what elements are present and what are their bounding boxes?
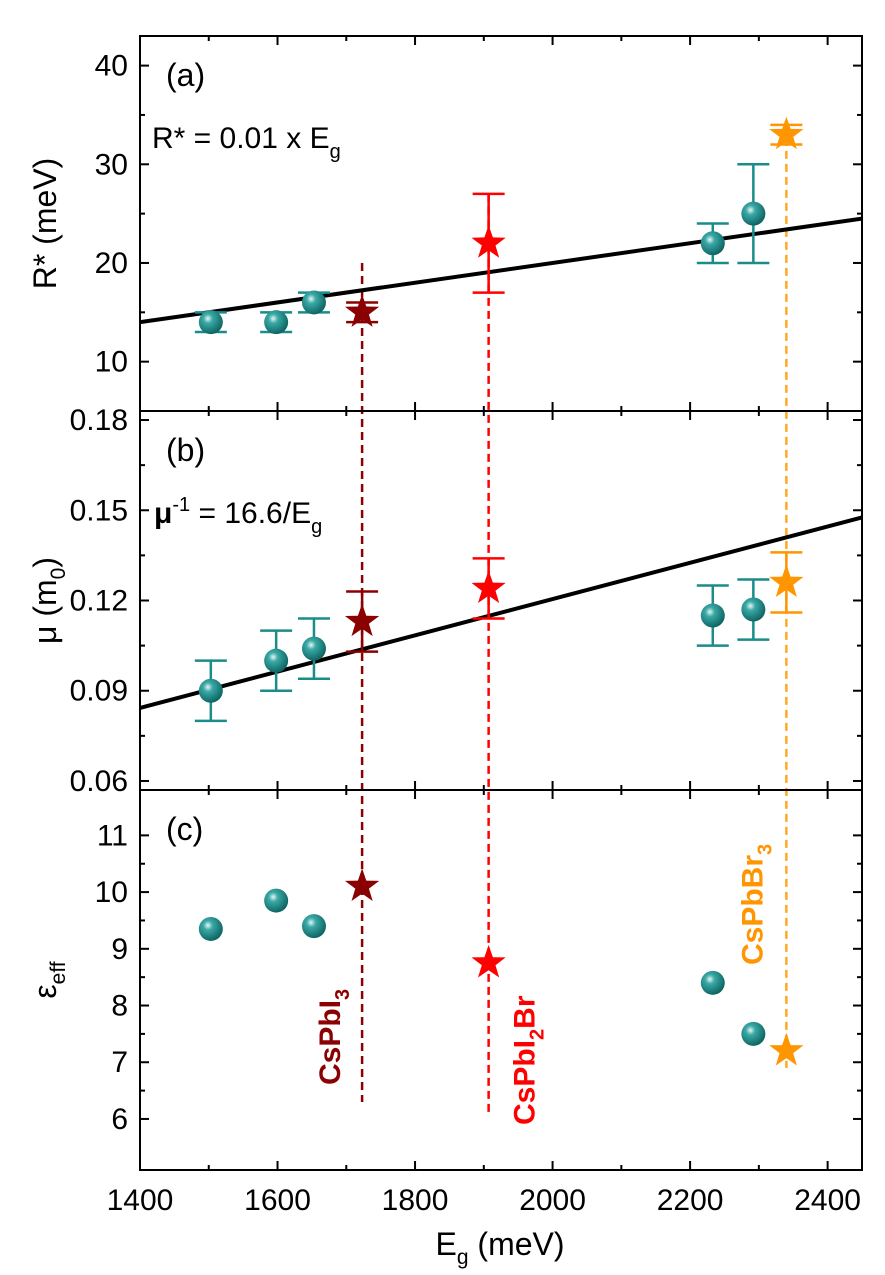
fit-line [140, 216, 862, 325]
y-tick-label: 0.15 [70, 494, 128, 527]
panel-label: (a) [166, 57, 205, 93]
data-point-star-CsPbI2Br [471, 570, 506, 603]
data-point-sphere [198, 310, 223, 335]
panel-a: 10 20 30 40 (a) R* = 0.01 x Eg R* (meV) [27, 35, 863, 412]
compound-label-1: CsPbI2Br [509, 995, 549, 1125]
y-tick-label: 7 [111, 1046, 128, 1079]
data-point-sphere [700, 231, 725, 256]
fit-line [140, 515, 862, 710]
panel-c: 6 7 8 9 10 11 (c) εeff CsPbI3 CsPbI2Br CsPbBr3 [27, 789, 863, 1171]
data-point-sphere [264, 648, 289, 673]
data-point-sphere [301, 636, 326, 661]
panel-b: 0.06 0.09 0.12 0.15 0.18 (b) μ-1 = 16.6/Eg μ (m… [27, 404, 863, 798]
x-tick-label: 1800 [382, 1184, 449, 1217]
panel-label: (b) [166, 432, 205, 468]
y-tick-label: 0.18 [70, 404, 128, 437]
y-tick-label: 40 [95, 50, 128, 83]
equation-text: R* = 0.01 x Eg [152, 122, 341, 163]
y-tick-label: 0.12 [70, 585, 128, 618]
y-tick-label: 11 [97, 819, 128, 852]
x-axis-label: Eg (meV) [435, 1226, 564, 1269]
data-point-sphere [741, 201, 766, 226]
data-point-star-CsPbI2Br [471, 945, 506, 978]
y-axis-label: R* (meV) [27, 158, 63, 290]
y-tick-label: 10 [95, 876, 128, 909]
x-tick-label: 2200 [657, 1184, 724, 1217]
y-tick-label: 30 [95, 148, 128, 181]
compound-label-0: CsPbI3 [314, 989, 354, 1085]
data-point-sphere [264, 310, 289, 335]
data-point-star-CsPbBr3 [769, 564, 804, 597]
y-tick-label: 6 [111, 1103, 128, 1136]
y-tick-label: 20 [95, 247, 128, 280]
y-tick-label: 10 [95, 346, 128, 379]
data-point-sphere [741, 1021, 766, 1046]
data-point-sphere [198, 678, 223, 703]
x-axis: 1400 1600 1800 2000 2200 2400 Eg (meV) [107, 1184, 861, 1269]
panel-label: (c) [166, 811, 203, 847]
y-axis-label: εeff [27, 961, 70, 998]
data-point-sphere [264, 888, 289, 913]
data-point-sphere [700, 603, 725, 628]
y-tick-label: 0.09 [70, 675, 128, 708]
equation-text: μ-1 = 16.6/Eg [154, 494, 322, 538]
data-point-sphere [198, 916, 223, 941]
x-tick-label: 1400 [107, 1184, 174, 1217]
data-point-star-CsPbI2Br [471, 225, 506, 258]
y-tick-label: 9 [111, 933, 128, 966]
compound-label-2: CsPbBr3 [736, 844, 776, 965]
panel-frame [139, 789, 863, 1171]
data-point-sphere [301, 914, 326, 939]
x-tick-label: 1600 [244, 1184, 311, 1217]
x-tick-label: 2400 [794, 1184, 861, 1217]
data-point-star-CsPbBr3 [769, 1032, 804, 1066]
y-tick-label: 8 [111, 990, 128, 1023]
data-point-star-CsPbI3 [345, 603, 380, 637]
data-point-star-CsPbI3 [345, 294, 380, 327]
y-axis-label: μ (m0) [27, 557, 70, 644]
data-point-star-CsPbBr3 [769, 116, 804, 150]
y-tick-label: 0.06 [70, 765, 128, 798]
x-tick-label: 2000 [519, 1184, 586, 1217]
data-point-sphere [741, 597, 766, 622]
data-point-star-CsPbI3 [345, 868, 380, 901]
data-point-sphere [301, 290, 326, 315]
data-point-sphere [700, 970, 725, 995]
